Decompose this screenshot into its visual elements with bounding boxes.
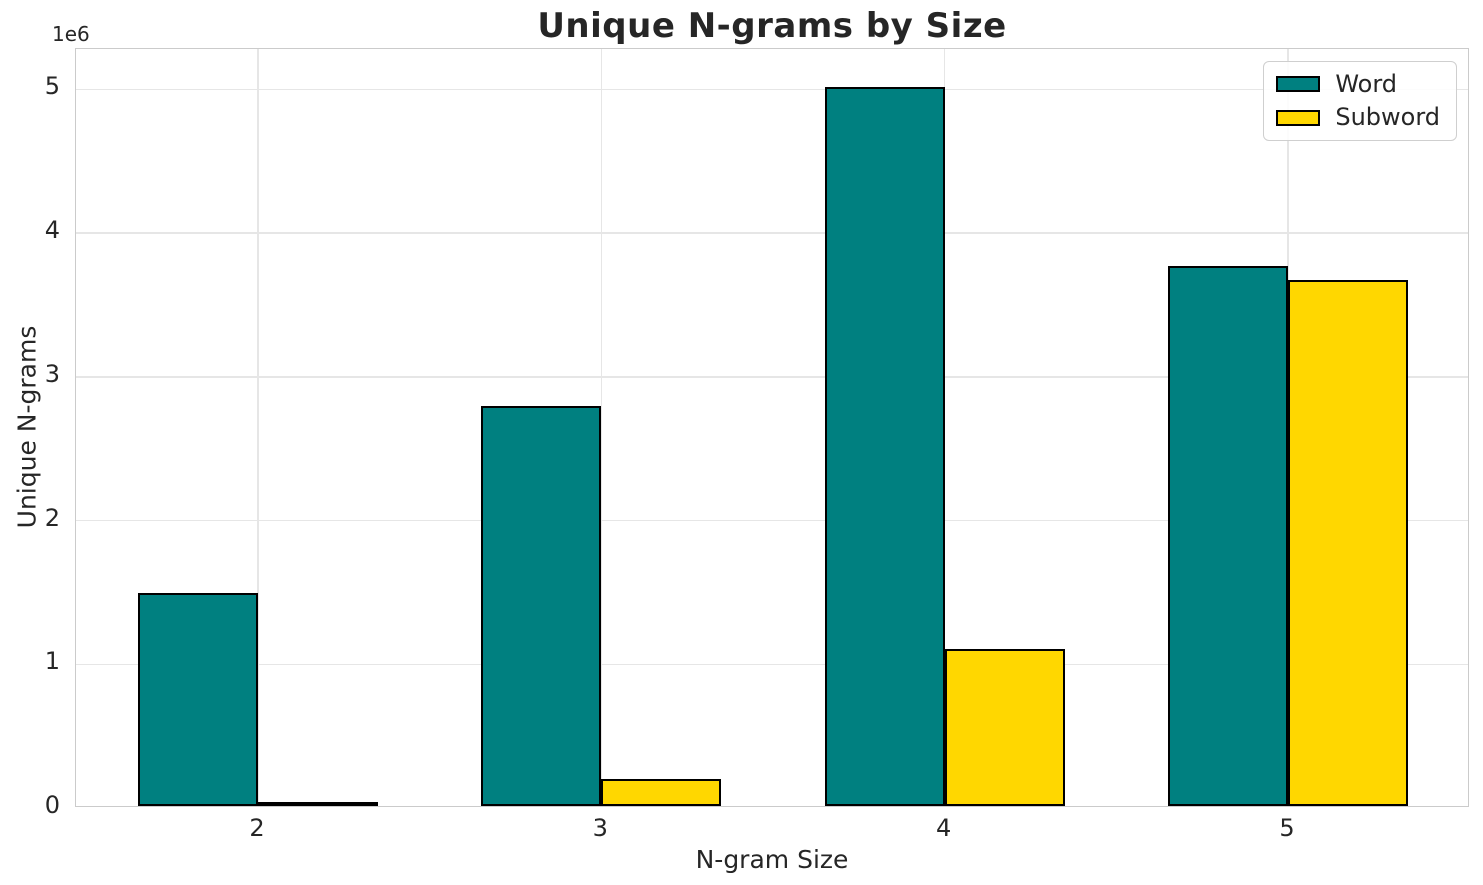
y-tick-label-2: 2 xyxy=(44,503,60,532)
y-tick-label-0: 0 xyxy=(44,791,60,819)
legend-item-word: Word xyxy=(1276,71,1440,97)
y-tick-label-4: 4 xyxy=(44,216,60,244)
v-gridline-4 xyxy=(943,49,946,806)
word-swatch-icon xyxy=(1276,76,1321,93)
bar-subword-3 xyxy=(601,779,722,806)
bar-subword-4 xyxy=(944,649,1065,806)
legend-label-word: Word xyxy=(1335,70,1398,98)
bar-subword-2 xyxy=(257,801,379,806)
y-axis-offset-label: 1e6 xyxy=(52,22,90,46)
subword-swatch-icon xyxy=(1276,109,1321,126)
y-tick-label-5: 5 xyxy=(44,72,60,101)
plot-area: Word Subword xyxy=(75,48,1469,807)
x-tick-label-3: 3 xyxy=(592,814,608,842)
v-gridline-2 xyxy=(257,49,259,806)
legend-item-subword: Subword xyxy=(1276,103,1440,132)
x-tick-label-5: 5 xyxy=(1279,814,1295,842)
h-gridline-1 xyxy=(76,663,1468,665)
v-gridline-3 xyxy=(600,49,603,806)
h-gridline-3 xyxy=(76,376,1468,378)
legend: Word Subword xyxy=(1263,61,1457,141)
bar-word-3 xyxy=(481,406,602,806)
h-gridline-2 xyxy=(76,519,1468,522)
h-gridline-5 xyxy=(76,88,1468,90)
bar-word-5 xyxy=(1167,265,1289,806)
y-axis-label: Unique N-grams xyxy=(12,325,42,529)
bar-word-2 xyxy=(137,593,258,806)
x-tick-label-2: 2 xyxy=(249,814,265,842)
y-tick-label-3: 3 xyxy=(44,359,60,388)
h-gridline-4 xyxy=(76,232,1468,234)
y-tick-label-1: 1 xyxy=(44,647,60,676)
x-axis-label: N-gram Size xyxy=(695,845,849,874)
x-tick-label-4: 4 xyxy=(936,814,952,842)
legend-label-subword: Subword xyxy=(1335,103,1440,132)
bar-word-4 xyxy=(824,87,945,806)
bar-subword-5 xyxy=(1288,279,1409,806)
chart-title: Unique N-grams by Size xyxy=(537,6,1007,46)
